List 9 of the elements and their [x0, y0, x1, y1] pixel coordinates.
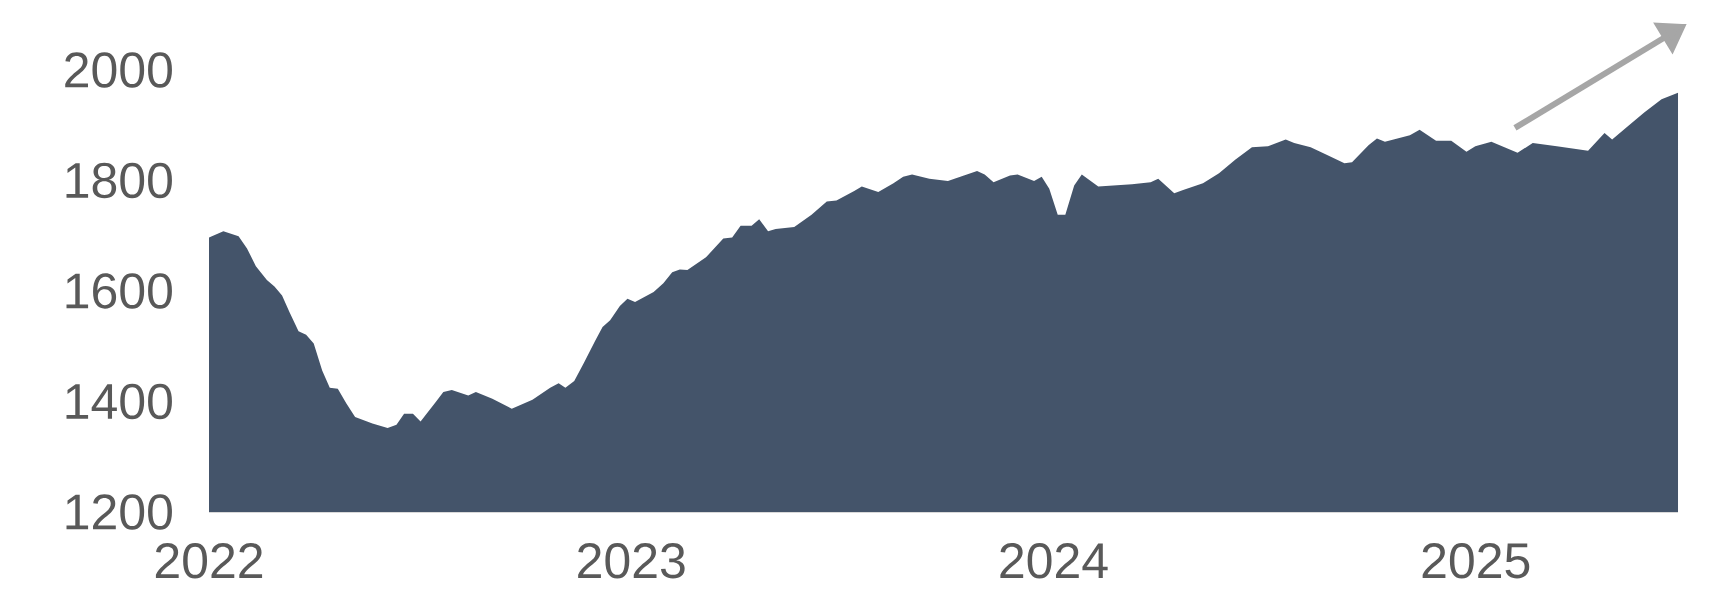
x-tick-label: 2023	[578, 543, 685, 579]
x-tick-label: 2024	[1000, 543, 1108, 579]
y-tick-label: 1600	[66, 273, 172, 309]
y-tick-label: 1400	[66, 383, 172, 420]
y-tick-label: 1800	[66, 162, 172, 199]
y-tick-label: 1200	[66, 494, 172, 530]
x-tick-label: 2022	[155, 543, 263, 579]
y-tick-label: 2000	[65, 52, 172, 88]
x-tick-label: 2025	[1422, 543, 1530, 579]
